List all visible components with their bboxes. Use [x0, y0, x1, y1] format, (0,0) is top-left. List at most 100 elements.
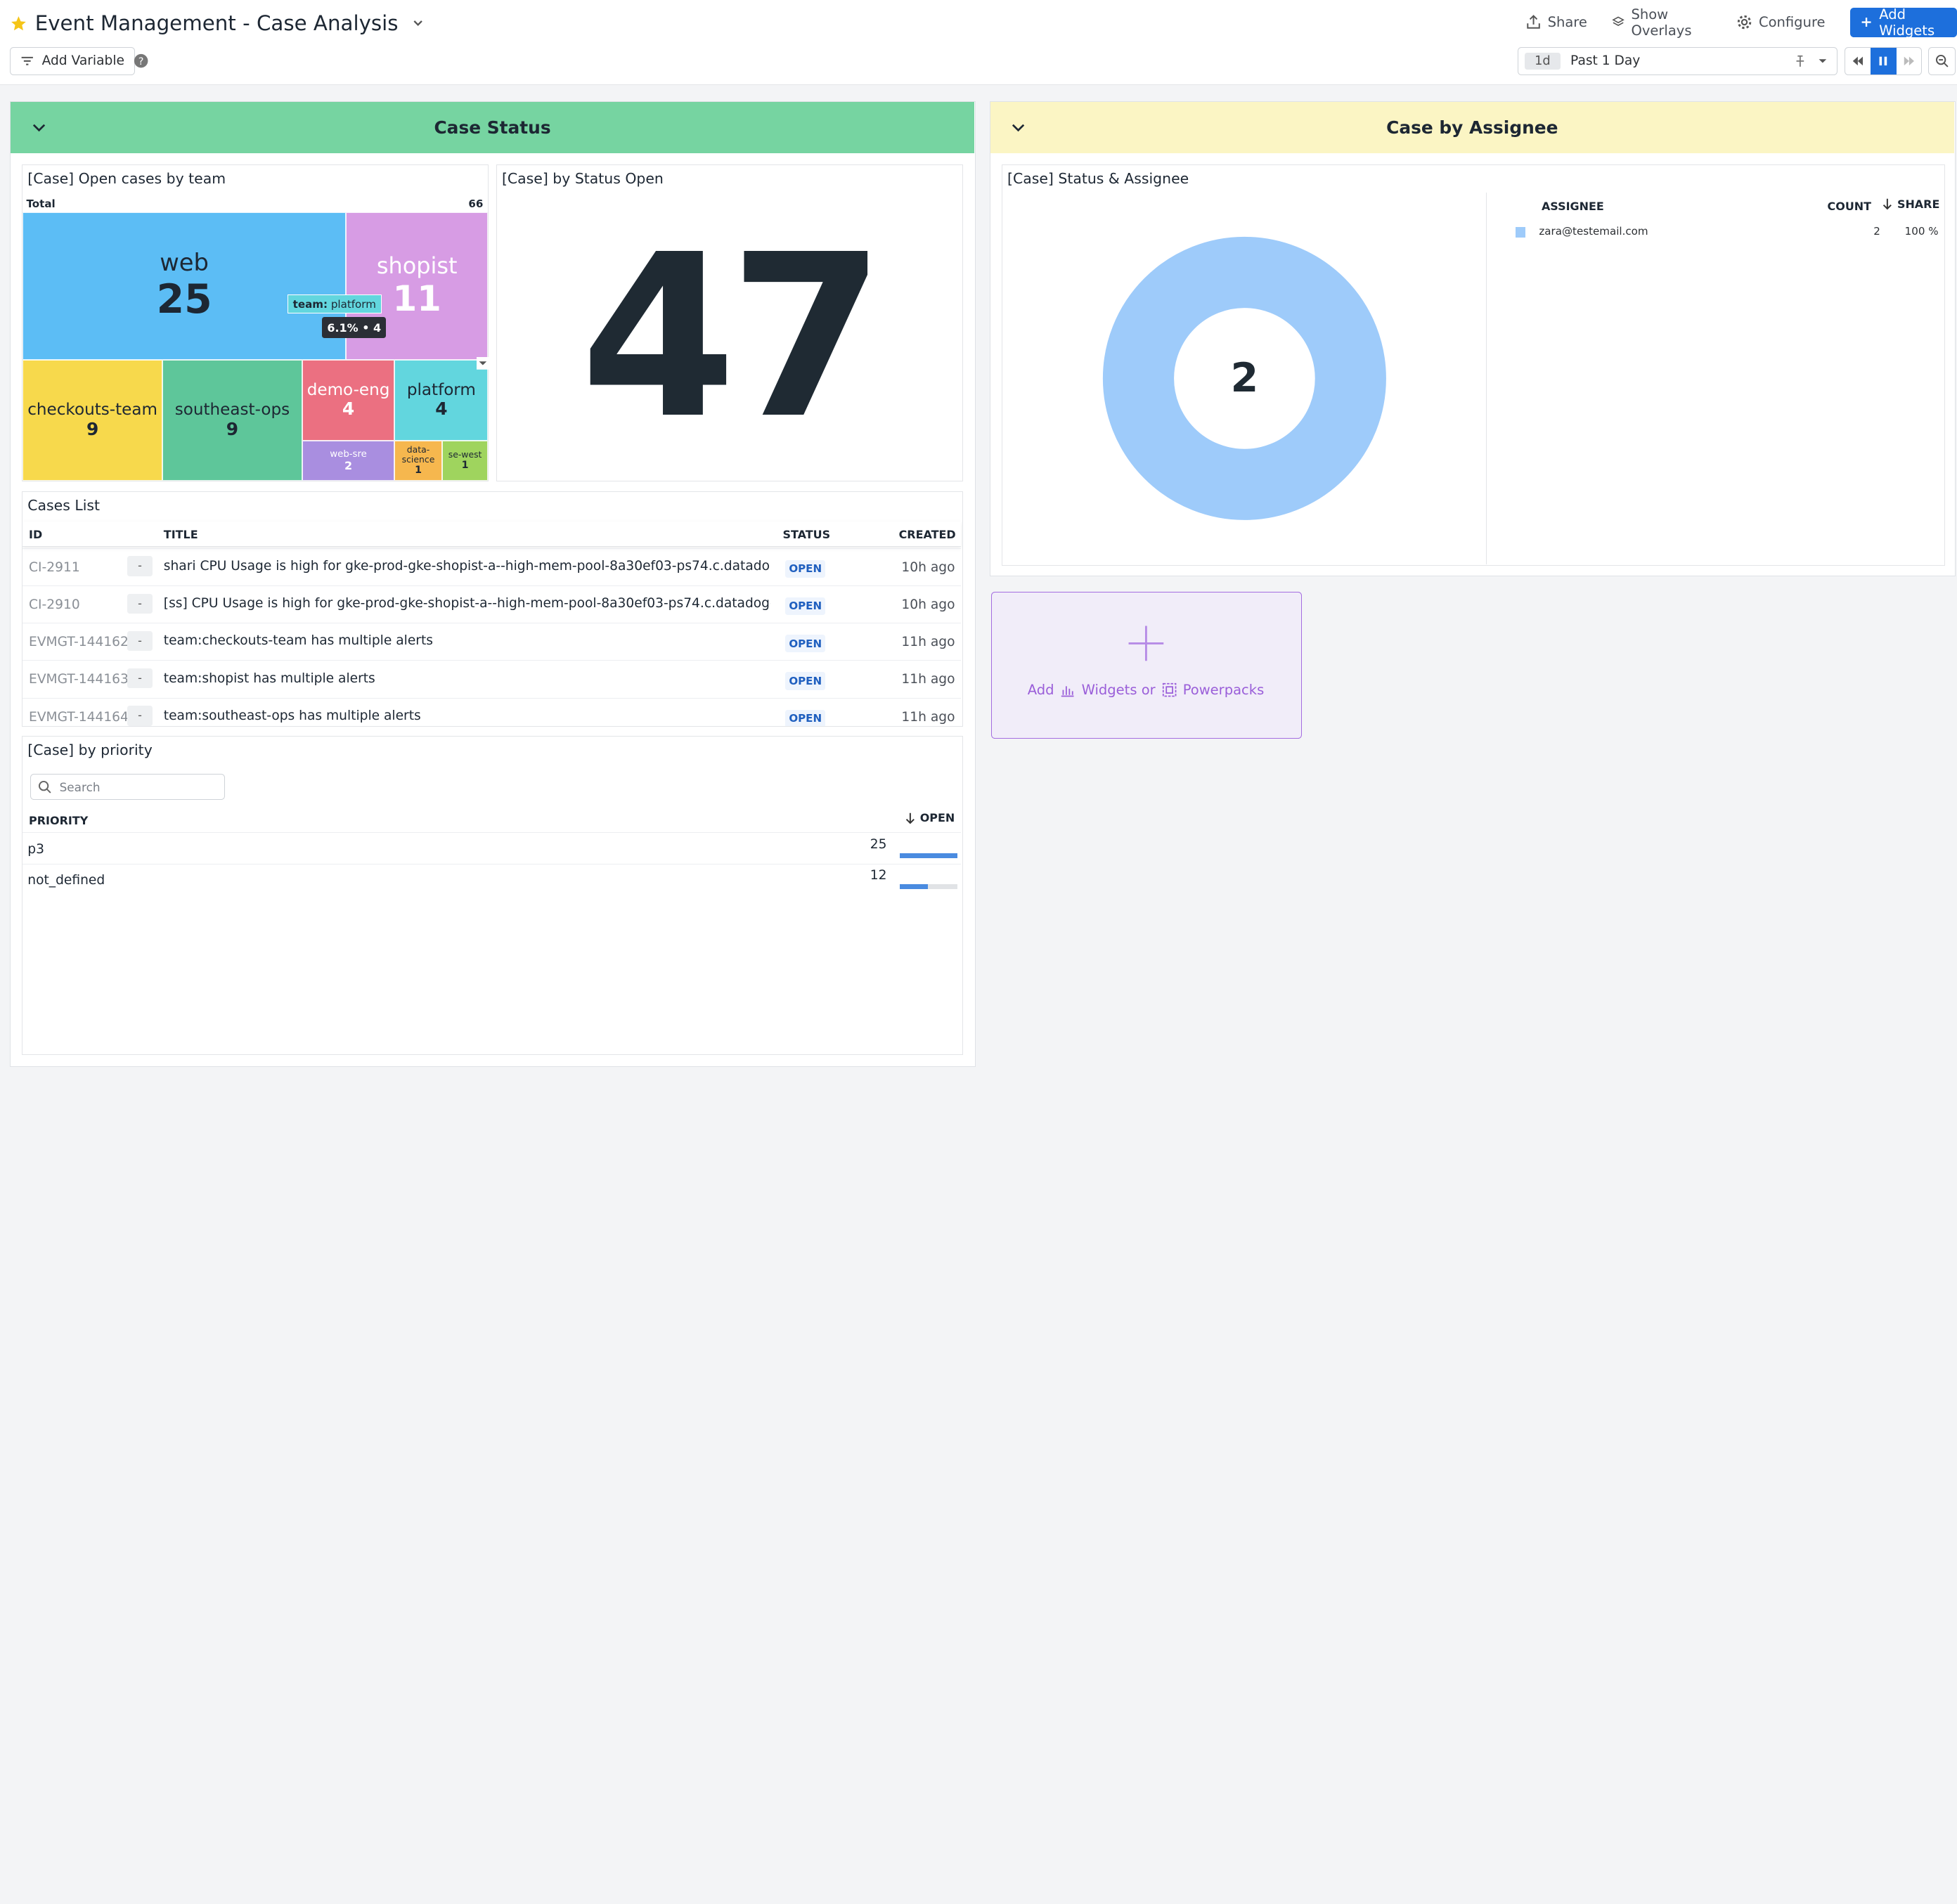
- star-icon[interactable]: [10, 15, 27, 32]
- case-id[interactable]: EVMGT-144164: [29, 709, 129, 725]
- priority-chip: -: [127, 706, 153, 726]
- group-title: Case Status: [434, 117, 551, 138]
- treemap-tile[interactable]: checkouts-team 9: [22, 359, 163, 481]
- status-badge: OPEN: [785, 597, 826, 615]
- gear-icon: [1737, 15, 1752, 30]
- treemap-tile[interactable]: web-sre 2: [302, 440, 395, 481]
- dropdown-caret-icon[interactable]: [477, 357, 490, 370]
- tile-label: demo-eng: [306, 380, 390, 399]
- treemap-total-row: Total 66: [22, 195, 486, 214]
- treemap-tile[interactable]: southeast-ops 9: [162, 359, 302, 481]
- col-status[interactable]: STATUS: [782, 528, 831, 542]
- table-row[interactable]: EVMGT-144163 - team:shopist has multiple…: [22, 660, 962, 697]
- forward-button[interactable]: [1897, 48, 1921, 74]
- table-row[interactable]: EVMGT-144164 - team:southeast-ops has mu…: [22, 697, 962, 727]
- show-overlays-label: Show Overlays: [1631, 6, 1692, 39]
- col-created[interactable]: CREATED: [898, 528, 956, 542]
- col-title[interactable]: TITLE: [163, 528, 198, 542]
- rewind-button[interactable]: [1845, 48, 1870, 74]
- large-plus-icon: [1129, 626, 1164, 661]
- filter-icon: [22, 57, 34, 65]
- donut-slice[interactable]: [1102, 236, 1386, 520]
- caret-down-icon[interactable]: [1816, 55, 1829, 67]
- priority-row[interactable]: not_defined 12: [22, 863, 962, 895]
- case-title[interactable]: team:shopist has multiple alerts: [163, 671, 375, 686]
- pause-icon: [1879, 56, 1887, 66]
- status-badge: OPEN: [785, 709, 826, 727]
- pin-icon[interactable]: [1794, 55, 1807, 67]
- tile-label: data-science: [401, 443, 435, 465]
- configure-button[interactable]: Configure: [1729, 8, 1833, 38]
- legend-row[interactable]: zara@testemail.com 2 100 %: [1514, 222, 1944, 242]
- case-id[interactable]: EVMGT-144163: [29, 672, 129, 687]
- col-share[interactable]: SHARE: [1881, 197, 1939, 211]
- treemap-widget: [Case] Open cases by team Total 66 web 25…: [22, 164, 490, 481]
- bar-fill: [900, 853, 958, 858]
- bar-chart-icon: [1061, 686, 1074, 697]
- status-badge: OPEN: [785, 635, 826, 653]
- bar-track: [900, 884, 958, 890]
- case-id[interactable]: EVMGT-144162: [29, 635, 129, 650]
- treemap-tile[interactable]: demo-eng 4: [302, 359, 395, 441]
- collapse-chevron-icon[interactable]: [31, 119, 47, 136]
- donut-chart: [1102, 236, 1386, 520]
- table-row[interactable]: EVMGT-144162 - team:checkouts-team has m…: [22, 623, 962, 660]
- search-icon: [39, 780, 52, 794]
- priority-name: p3: [27, 841, 44, 857]
- share-button[interactable]: Share: [1518, 8, 1595, 38]
- playback-controls: [1845, 47, 1923, 75]
- zoom-out-icon: [1935, 55, 1949, 67]
- col-open[interactable]: OPEN: [904, 811, 955, 824]
- zoom-out-button[interactable]: [1928, 47, 1956, 75]
- sort-down-icon: [1882, 199, 1892, 210]
- group-header: Case by Assignee: [990, 101, 1954, 153]
- treemap-tile[interactable]: data-science 1: [394, 440, 442, 481]
- share-label: Share: [1547, 14, 1587, 31]
- tile-value: 2: [344, 458, 353, 472]
- tile-label: web-sre: [330, 448, 367, 460]
- priority-row[interactable]: p3 25: [22, 832, 962, 863]
- add-variable-button[interactable]: Add Variable: [10, 47, 136, 75]
- tile-label: shopist: [376, 252, 458, 279]
- case-title[interactable]: [ss] CPU Usage is high for gke-prod-gke-…: [163, 596, 770, 611]
- bar-fill: [900, 884, 928, 890]
- header-actions: Share Show Overlays Configure Add Widget…: [1518, 6, 1957, 39]
- add-widgets-tile[interactable]: Add Widgets or Powerpacks: [990, 591, 1302, 739]
- tile-value: 4: [435, 399, 448, 420]
- help-icon[interactable]: ?: [134, 53, 148, 68]
- tile-label: checkouts-team: [27, 401, 157, 420]
- time-picker[interactable]: 1d Past 1 Day: [1518, 47, 1837, 75]
- pause-button[interactable]: [1870, 48, 1897, 75]
- add-tile-text: Add Widgets or Powerpacks: [992, 682, 1300, 698]
- bar-track: [900, 853, 958, 858]
- case-title[interactable]: team:checkouts-team has multiple alerts: [163, 633, 433, 649]
- search-input[interactable]: Search: [30, 774, 225, 801]
- add-widgets-button[interactable]: Add Widgets: [1850, 6, 1957, 39]
- col-count[interactable]: COUNT: [1827, 200, 1872, 214]
- show-overlays-button[interactable]: Show Overlays: [1605, 6, 1719, 39]
- treemap-tile[interactable]: shopist 11: [346, 212, 489, 360]
- treemap-tile[interactable]: se-west 1: [441, 440, 489, 481]
- case-id[interactable]: CI-2911: [29, 559, 80, 575]
- col-assignee[interactable]: ASSIGNEE: [1541, 200, 1604, 214]
- case-title[interactable]: shari CPU Usage is high for gke-prod-gke…: [163, 558, 770, 574]
- table-row[interactable]: CI-2911 - shari CPU Usage is high for gk…: [22, 548, 962, 585]
- treemap-tile[interactable]: platform 4: [394, 359, 489, 441]
- table-row[interactable]: CI-2910 - [ss] CPU Usage is high for gke…: [22, 585, 962, 623]
- col-priority[interactable]: PRIORITY: [29, 813, 89, 827]
- case-id[interactable]: CI-2910: [29, 597, 80, 612]
- collapse-chevron-icon[interactable]: [1010, 119, 1026, 136]
- case-title[interactable]: team:southeast-ops has multiple alerts: [163, 708, 421, 723]
- widget-title: [Case] Open cases by team: [27, 169, 226, 187]
- status-badge: OPEN: [785, 672, 826, 690]
- donut-center-value: 2: [1230, 355, 1259, 402]
- widget-title: [Case] by priority: [27, 741, 153, 758]
- tile-value: 9: [86, 418, 99, 439]
- query-value-widget: [Case] by Status Open 47: [496, 164, 963, 481]
- configure-label: Configure: [1758, 14, 1826, 31]
- treemap-tile[interactable]: web 25: [22, 212, 347, 360]
- group-header: Case Status: [11, 101, 974, 153]
- col-id[interactable]: ID: [29, 528, 43, 542]
- search-placeholder: Search: [59, 779, 101, 794]
- chevron-down-icon[interactable]: [411, 15, 425, 30]
